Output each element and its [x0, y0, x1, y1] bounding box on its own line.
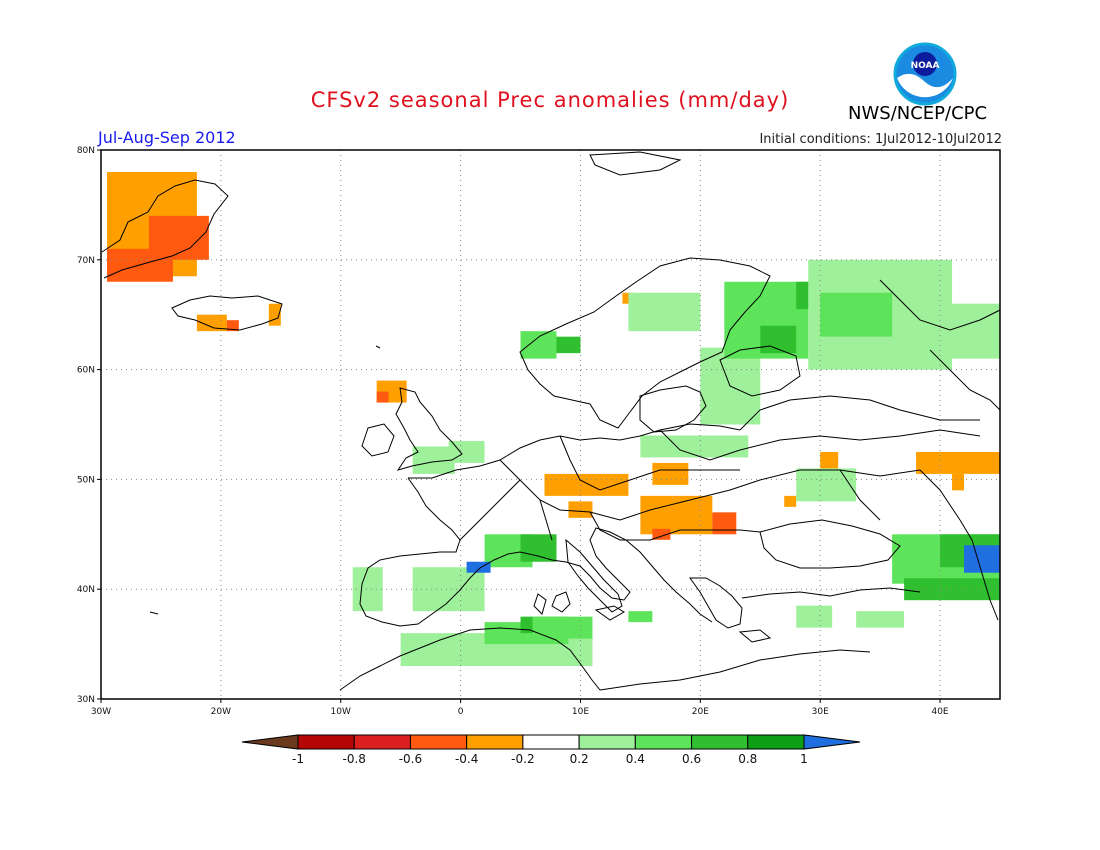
anomaly-patch — [466, 561, 491, 573]
anomaly-patch — [556, 336, 581, 354]
colorbar: -1 -0.8 -0.6 -0.4 -0.2 0.2 0.4 0.6 0.8 1 — [241, 734, 861, 766]
colorbar-segment — [747, 734, 805, 750]
y-tick-label: 40N — [77, 585, 95, 595]
colorbar-label: -1 — [292, 752, 304, 766]
colorbar-segment — [353, 734, 411, 750]
anomaly-patch — [196, 314, 227, 332]
anomaly-patch — [964, 545, 1000, 573]
anomaly-patch — [820, 292, 893, 337]
anomaly-layer — [106, 171, 1000, 667]
noaa-logo: NOAA — [893, 42, 957, 106]
colorbar-label: -0.4 — [455, 752, 478, 766]
x-tick-label: 20E — [692, 707, 709, 717]
logo-text: NOAA — [911, 61, 940, 71]
colorbar-label: 0.2 — [570, 752, 589, 766]
colorbar-segment — [522, 734, 580, 750]
anomaly-patch — [226, 320, 239, 332]
anomaly-patch — [352, 567, 383, 612]
x-tick-label: 0 — [458, 707, 464, 717]
colorbar-segment — [466, 734, 524, 750]
anomaly-patch — [652, 462, 689, 485]
anomaly-patch — [796, 605, 833, 628]
y-tick-label: 30N — [77, 695, 95, 705]
chart-title: CFSv2 seasonal Prec anomalies (mm/day) — [310, 88, 790, 112]
anomaly-patch — [796, 468, 857, 502]
colorbar-segment — [634, 734, 693, 750]
anomaly-patch — [856, 611, 905, 628]
anomaly-patch — [640, 435, 749, 458]
colorbar-label: -0.8 — [343, 752, 366, 766]
y-tick-label: 60N — [77, 366, 95, 376]
anomaly-patch — [940, 303, 1000, 359]
coastlines — [101, 151, 1001, 691]
anomaly-patch — [520, 534, 557, 562]
x-tick-label: 30E — [812, 707, 829, 717]
anomaly-patch — [448, 440, 485, 463]
colorbar-right-arrow — [803, 734, 861, 750]
anomaly-patch — [916, 451, 1000, 474]
anomaly-patch — [520, 331, 557, 359]
anomaly-patch — [712, 512, 737, 535]
anomaly-patch — [784, 495, 797, 507]
x-tick-label: 20W — [211, 707, 231, 717]
anomaly-patch — [952, 473, 965, 491]
colorbar-label: 0.6 — [682, 752, 701, 766]
colorbar-segment — [409, 734, 468, 750]
colorbar-label: -0.2 — [511, 752, 534, 766]
y-tick-label: 80N — [77, 146, 95, 156]
map-frame — [100, 149, 1001, 700]
anomaly-patch — [568, 501, 593, 518]
initial-conditions-label: Initial conditions: 1Jul2012-10Jul2012 — [759, 132, 1002, 147]
colorbar-label: 0.4 — [626, 752, 645, 766]
colorbar-label: 0.8 — [738, 752, 757, 766]
x-tick-label: 10E — [572, 707, 589, 717]
y-tick-label: 50N — [77, 475, 95, 485]
anomaly-patch — [376, 391, 389, 403]
colorbar-label: 1 — [800, 752, 808, 766]
anomaly-patch — [652, 528, 671, 540]
axis-ticks: 30W 20W 10W 0 10E 20E 30E 40E 30N 40N 50N 60N 70N 80N — [77, 146, 949, 717]
x-tick-label: 40E — [931, 707, 948, 717]
anomaly-patch — [820, 451, 839, 469]
colorbar-left-arrow — [241, 734, 299, 750]
anomaly-patch — [268, 303, 281, 326]
anomaly-patch — [412, 567, 485, 612]
colorbar-segment — [578, 734, 636, 750]
x-tick-label: 30W — [91, 707, 111, 717]
colorbar-label: -0.6 — [399, 752, 422, 766]
anomaly-patch — [544, 473, 629, 496]
anomaly-patch — [904, 578, 1000, 601]
anomaly-patch — [628, 611, 653, 623]
anomaly-patch — [628, 292, 701, 332]
x-tick-label: 10W — [331, 707, 351, 717]
y-tick-label: 70N — [77, 256, 95, 266]
colorbar-segment — [297, 734, 355, 750]
anomaly-patch — [760, 325, 797, 354]
anomaly-patch — [532, 616, 593, 639]
org-label: NWS/NCEP/CPC — [848, 103, 988, 124]
colorbar-segment — [691, 734, 749, 750]
period-label: Jul-Aug-Sep 2012 — [98, 128, 236, 147]
anomaly-patch — [640, 495, 713, 535]
